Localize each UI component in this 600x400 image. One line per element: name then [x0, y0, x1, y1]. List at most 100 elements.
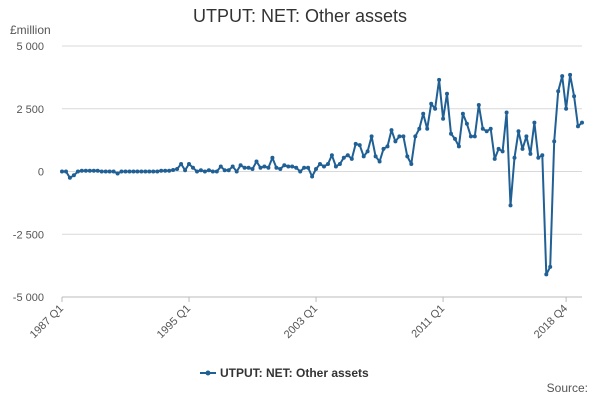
data-point	[191, 165, 195, 170]
x-tick-label: 1987 Q1	[28, 303, 66, 341]
data-point	[508, 203, 513, 208]
data-point	[282, 163, 287, 168]
chart-title: UTPUT: NET: Other assets	[192, 6, 408, 26]
data-point	[385, 144, 390, 149]
y-axis-unit-label: £million	[10, 23, 51, 37]
data-point	[500, 149, 505, 154]
data-point	[83, 168, 88, 173]
x-tick-label: 1995 Q1	[155, 303, 193, 341]
data-point	[322, 164, 326, 169]
data-point	[373, 154, 378, 159]
data-point	[484, 129, 489, 134]
data-point	[556, 89, 561, 94]
data-point	[524, 134, 529, 139]
data-point	[345, 153, 350, 158]
data-point	[445, 91, 449, 96]
data-point	[230, 164, 235, 169]
data-point	[318, 162, 322, 166]
data-point	[536, 155, 541, 160]
data-point	[329, 153, 334, 158]
data-point	[453, 136, 457, 141]
data-point	[365, 149, 370, 154]
data-point	[353, 141, 358, 146]
data-point	[91, 168, 96, 173]
data-point	[349, 156, 354, 161]
data-point	[242, 165, 247, 170]
source-label: Source:	[546, 381, 588, 395]
data-point	[310, 174, 315, 179]
data-point	[75, 169, 80, 174]
data-point	[60, 169, 64, 174]
data-point	[71, 173, 76, 178]
data-point	[361, 154, 366, 159]
data-point	[290, 164, 295, 169]
data-point	[544, 272, 549, 277]
data-point	[492, 156, 497, 161]
data-point	[476, 103, 481, 107]
data-point	[306, 165, 311, 170]
data-point	[326, 162, 330, 166]
legend[interactable]: UTPUT: NET: Other assets	[200, 366, 369, 380]
data-point	[429, 101, 434, 106]
data-point	[548, 264, 553, 269]
data-point	[413, 134, 418, 139]
data-point	[456, 144, 461, 149]
data-point	[333, 164, 338, 169]
data-point	[417, 126, 422, 131]
data-point	[143, 169, 148, 174]
data-point	[377, 159, 382, 164]
data-point	[210, 169, 215, 174]
data-point	[480, 126, 485, 131]
data-point	[163, 168, 168, 173]
data-point	[87, 168, 92, 173]
data-point	[298, 169, 303, 174]
data-point	[441, 116, 446, 121]
x-tick-label: 2011 Q1	[409, 303, 447, 341]
data-point	[314, 167, 318, 171]
data-point	[151, 169, 156, 174]
data-point	[147, 169, 152, 174]
data-point	[155, 169, 160, 174]
data-point	[357, 143, 362, 148]
data-point	[552, 139, 557, 144]
data-point	[449, 131, 453, 136]
data-point	[437, 77, 442, 82]
data-point	[139, 169, 144, 174]
data-point	[159, 168, 164, 173]
data-point	[468, 134, 473, 139]
data-point	[171, 168, 176, 172]
data-point	[397, 134, 402, 139]
data-point	[246, 165, 251, 170]
data-point	[512, 155, 517, 160]
data-point	[250, 167, 255, 171]
data-point	[266, 165, 271, 170]
data-point	[254, 159, 259, 164]
x-tick-label: 2003 Q1	[282, 303, 320, 341]
data-point	[79, 168, 84, 173]
data-point	[369, 134, 374, 139]
data-point	[274, 165, 279, 170]
series-line	[62, 73, 583, 276]
data-point	[572, 94, 577, 99]
data-point	[278, 167, 283, 171]
data-point	[433, 106, 438, 111]
data-point	[258, 165, 263, 170]
data-point	[532, 120, 537, 125]
data-point	[504, 110, 509, 115]
data-point	[496, 146, 501, 151]
data-point	[540, 153, 545, 158]
data-point	[179, 162, 184, 166]
data-point	[270, 155, 275, 160]
legend-marker-icon	[205, 370, 211, 376]
data-point	[175, 167, 180, 171]
data-point	[488, 126, 493, 131]
data-point	[202, 169, 207, 174]
data-point	[528, 151, 533, 156]
legend-label: UTPUT: NET: Other assets	[220, 366, 369, 380]
y-tick-label: -2 500	[13, 229, 44, 241]
data-point	[560, 74, 565, 79]
series-group	[60, 72, 584, 277]
data-point	[516, 129, 521, 134]
data-point	[222, 168, 227, 173]
